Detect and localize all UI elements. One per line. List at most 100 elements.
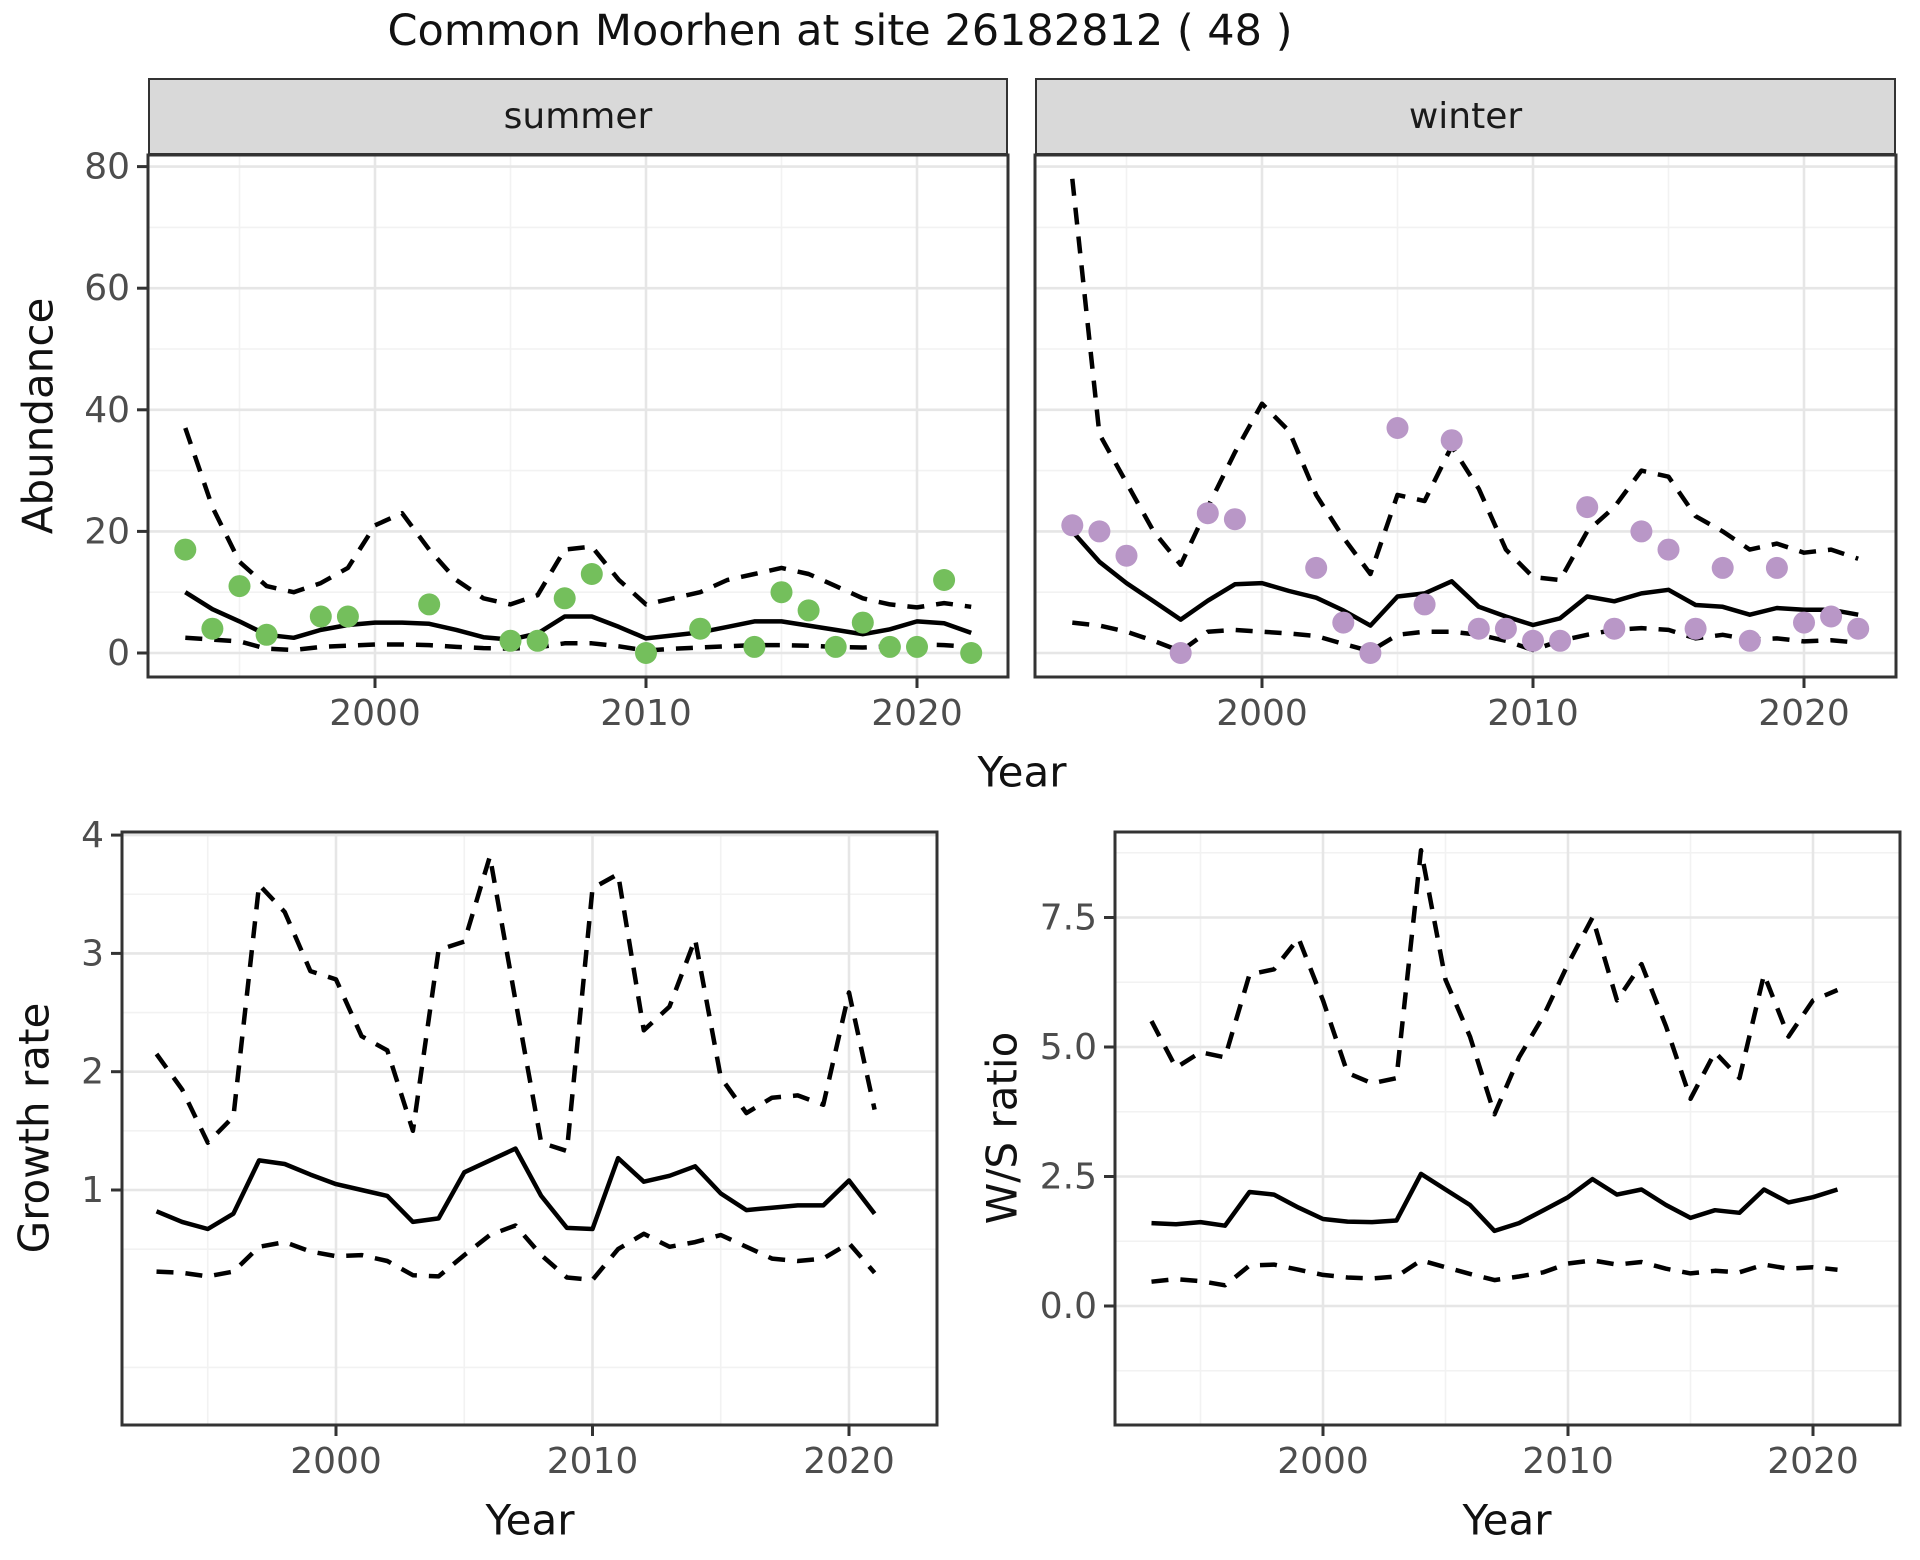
abundance-summer-median-line: [184, 590, 972, 642]
data-point: [1820, 605, 1843, 628]
x-tick-label: 2000: [1277, 1441, 1369, 1482]
panel-background: [122, 832, 937, 1425]
y-axis-title-abundance: Abundance: [13, 297, 63, 535]
data-point: [1061, 514, 1084, 537]
growth-rate-median-line: [155, 1146, 877, 1232]
abundance-summer-upper-ci-line: [183, 427, 972, 610]
data-point: [1467, 617, 1490, 640]
data-point: [1359, 642, 1382, 664]
data-point: [255, 623, 278, 646]
data-point: [1223, 508, 1246, 531]
y-tick-label: 80: [84, 147, 130, 188]
x-tick-label: 2000: [290, 1441, 382, 1482]
data-point: [1711, 556, 1734, 579]
growth-rate-lower-ci-line: [156, 1223, 877, 1283]
data-point: [1332, 611, 1355, 634]
data-point: [1386, 417, 1409, 439]
data-point: [878, 635, 901, 658]
data-point: [1630, 520, 1653, 543]
data-point: [960, 642, 983, 664]
x-tick-label: 2000: [329, 693, 421, 734]
data-point: [1305, 556, 1328, 579]
data-point: [1793, 611, 1815, 634]
abundance-winter-lower-ci-line: [1072, 620, 1859, 654]
ws-ratio-lower-ci-line: [1151, 1258, 1838, 1288]
data-point: [1088, 520, 1111, 543]
data-point: [418, 593, 441, 616]
y-tick-label: 3: [81, 933, 104, 974]
data-point: [201, 617, 224, 640]
y-tick-label: 7.5: [1040, 898, 1097, 939]
data-point: [689, 617, 712, 640]
y-tick-label: 5.0: [1040, 1027, 1097, 1068]
x-tick-label: 2020: [871, 693, 963, 734]
y-tick-label: 1: [81, 1170, 104, 1211]
data-point: [336, 605, 359, 628]
panel-border: [1033, 153, 1898, 679]
panel-abundance-winter: 2000 2010 2020: [1033, 153, 1898, 734]
data-point: [1196, 502, 1219, 525]
data-point: [580, 563, 603, 585]
data-point: [1847, 617, 1870, 640]
data-point: [1494, 617, 1517, 640]
facet-strip-summer: summer: [148, 78, 1008, 155]
panel-ws-ratio: 2000 2010 2020 0.0 2.5 5.0 7.5: [1040, 830, 1902, 1482]
y-tick-label: 60: [84, 268, 130, 309]
ws-ratio-median-line: [1151, 1171, 1839, 1234]
abundance-winter-median-line: [1070, 529, 1859, 628]
panel-background: [1035, 155, 1896, 677]
data-point: [526, 629, 549, 652]
data-point: [1738, 629, 1761, 652]
x-axis-title-year-growth: Year: [485, 1495, 575, 1545]
panel-background: [148, 155, 1008, 677]
data-point: [1657, 538, 1680, 561]
data-point: [1765, 556, 1788, 579]
data-point: [553, 587, 576, 610]
x-tick-label: 2010: [1522, 1441, 1614, 1482]
x-tick-label: 2020: [1767, 1441, 1859, 1482]
y-tick-label: 20: [84, 511, 130, 552]
facet-label-summer: summer: [503, 96, 653, 137]
data-point: [1603, 617, 1626, 640]
x-axis-title-year-ws: Year: [1462, 1495, 1552, 1545]
facet-strip-winter: winter: [1035, 78, 1896, 155]
figure-title: Common Moorhen at site 26182812 ( 48 ): [387, 6, 1293, 56]
y-axis-title-ws-ratio: W/S ratio: [977, 1031, 1027, 1225]
data-point: [797, 599, 820, 622]
data-point: [906, 635, 928, 658]
data-point: [499, 629, 522, 652]
y-tick-label: 0.0: [1040, 1286, 1097, 1327]
facet-label-winter: winter: [1408, 96, 1523, 137]
data-point: [1684, 617, 1707, 640]
data-point: [1413, 593, 1436, 616]
data-point: [1169, 642, 1192, 664]
panel-border: [146, 153, 1010, 679]
panel-background: [1115, 832, 1900, 1425]
panel-border: [1113, 830, 1902, 1427]
x-tick-label: 2000: [1216, 693, 1308, 734]
data-point: [635, 642, 657, 664]
panel-border: [120, 830, 939, 1427]
y-tick-label: 40: [84, 390, 130, 431]
data-point: [824, 635, 847, 658]
data-point: [743, 635, 766, 658]
panel-abundance-summer: 2000 2010 2020 0 20 40 60 80: [84, 147, 1010, 734]
data-point: [309, 605, 332, 628]
x-tick-label: 2010: [1487, 693, 1579, 734]
x-tick-label: 2020: [803, 1441, 895, 1482]
data-point: [1440, 429, 1463, 452]
x-tick-label: 2010: [547, 1441, 639, 1482]
x-tick-label: 2010: [600, 693, 692, 734]
x-tick-label: 2020: [1758, 693, 1850, 734]
data-point: [933, 569, 956, 591]
panel-growth-rate: 2000 2010 2020 1 2 3 4: [81, 815, 939, 1482]
x-axis-title-year-top: Year: [977, 747, 1067, 797]
y-axis-title-growth-rate: Growth rate: [9, 1002, 59, 1254]
ws-ratio-upper-ci-line: [1149, 847, 1839, 1117]
abundance-summer-lower-ci-line: [185, 635, 972, 653]
data-point: [1576, 496, 1599, 519]
data-point: [851, 611, 874, 634]
y-tick-label: 2: [81, 1052, 104, 1093]
